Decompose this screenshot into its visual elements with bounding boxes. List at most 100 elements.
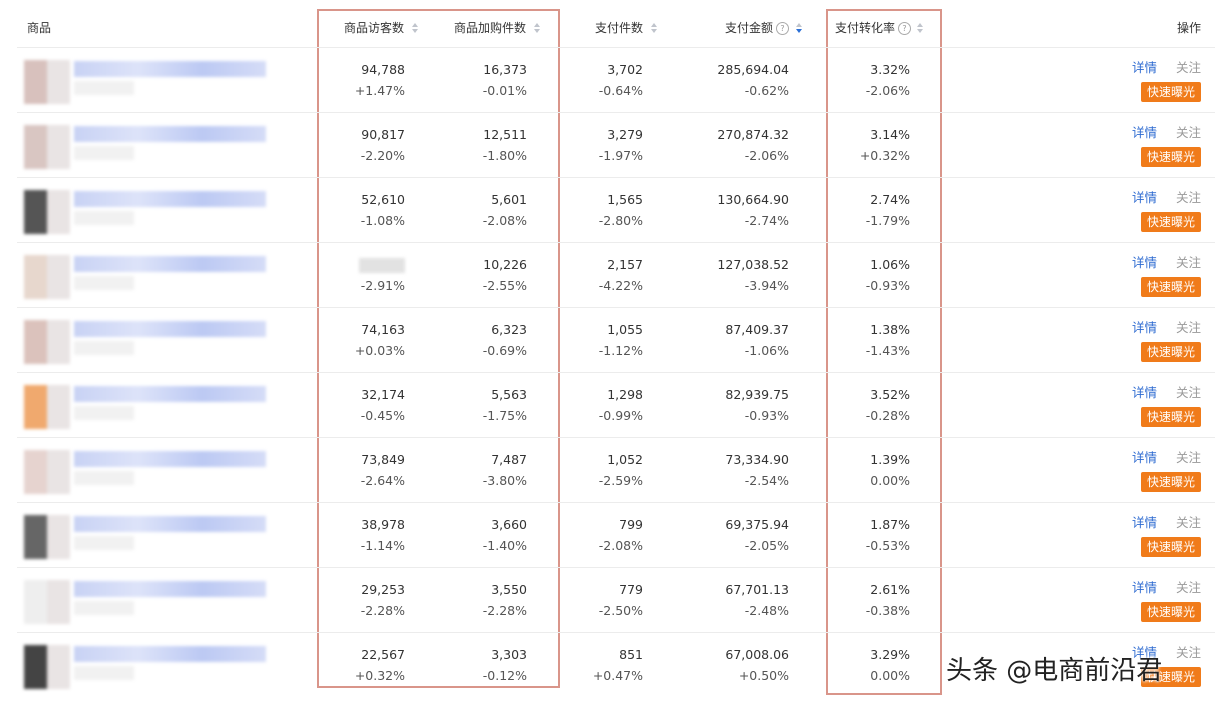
follow-link[interactable]: 关注 — [1176, 385, 1202, 400]
follow-link[interactable]: 关注 — [1176, 450, 1202, 465]
cell-change: -2.54% — [744, 473, 789, 488]
help-icon[interactable]: ? — [776, 22, 789, 35]
detail-link[interactable]: 详情 — [1132, 60, 1158, 75]
boost-button[interactable]: 快速曝光 — [1141, 82, 1201, 102]
cell-change: +0.32% — [859, 148, 910, 163]
boost-button[interactable]: 快速曝光 — [1141, 342, 1201, 362]
detail-link[interactable]: 详情 — [1132, 385, 1158, 400]
cell-value: 82,939.75 — [725, 387, 789, 402]
column-header[interactable]: 商品加购件数 — [453, 21, 526, 35]
detail-link[interactable]: 详情 — [1132, 125, 1158, 140]
detail-link[interactable]: 详情 — [1132, 580, 1158, 595]
follow-link[interactable]: 关注 — [1176, 60, 1202, 75]
column-header[interactable]: 支付金额 — [724, 21, 773, 35]
boost-button[interactable]: 快速曝光 — [1141, 667, 1201, 687]
product-subtitle — [74, 471, 134, 485]
cell-value: 1.06% — [870, 257, 910, 272]
cell-value: 3,303 — [491, 647, 527, 662]
follow-link[interactable]: 关注 — [1176, 190, 1202, 205]
cell-value: 74,163 — [361, 322, 405, 337]
column-header[interactable]: 支付件数 — [594, 21, 643, 35]
sort-icon[interactable] — [916, 21, 924, 35]
cell-value: 52,610 — [361, 192, 405, 207]
cell-value: 127,038.52 — [717, 257, 789, 272]
cell-value: 270,874.32 — [717, 127, 789, 142]
row-separator — [17, 242, 1215, 243]
cell-value: 94,788 — [361, 62, 405, 77]
product-name — [74, 581, 266, 597]
cell-change: +0.47% — [592, 668, 643, 683]
cell-value: 3.32% — [870, 62, 910, 77]
follow-link[interactable]: 关注 — [1176, 125, 1202, 140]
boost-button[interactable]: 快速曝光 — [1141, 212, 1201, 232]
product-subtitle — [74, 81, 134, 95]
cell-change: -2.06% — [865, 83, 910, 98]
cell-value: 779 — [619, 582, 643, 597]
follow-link[interactable]: 关注 — [1176, 255, 1202, 270]
cell-change: 0.00% — [870, 473, 910, 488]
cell-change: -2.48% — [744, 603, 789, 618]
detail-link[interactable]: 详情 — [1132, 515, 1158, 530]
sort-icon[interactable] — [533, 21, 541, 35]
follow-link[interactable]: 关注 — [1176, 515, 1202, 530]
detail-link[interactable]: 详情 — [1132, 645, 1158, 660]
cell-change: +0.50% — [738, 668, 789, 683]
boost-button[interactable]: 快速曝光 — [1141, 407, 1201, 427]
sort-icon[interactable] — [795, 21, 803, 35]
cell-value: 67,008.06 — [725, 647, 789, 662]
boost-button[interactable]: 快速曝光 — [1141, 472, 1201, 492]
row-separator — [17, 112, 1215, 113]
cell-change: -0.38% — [865, 603, 910, 618]
product-name — [74, 126, 266, 142]
cell-value: 2,157 — [607, 257, 643, 272]
boost-button[interactable]: 快速曝光 — [1141, 147, 1201, 167]
cell-value: 3,702 — [607, 62, 643, 77]
cell-value: 1.38% — [870, 322, 910, 337]
cell-value: 130,664.90 — [717, 192, 789, 207]
detail-link[interactable]: 详情 — [1132, 255, 1158, 270]
cell-change: -2.91% — [360, 278, 405, 293]
cell-change: -2.64% — [360, 473, 405, 488]
cell-change: -0.28% — [865, 408, 910, 423]
product-image — [24, 385, 70, 429]
boost-button[interactable]: 快速曝光 — [1141, 602, 1201, 622]
detail-link[interactable]: 详情 — [1132, 190, 1158, 205]
cell-value: 3,279 — [607, 127, 643, 142]
follow-link[interactable]: 关注 — [1176, 320, 1202, 335]
cell-value: 32,174 — [361, 387, 405, 402]
sort-icon[interactable] — [650, 21, 658, 35]
column-header[interactable]: 支付转化率 — [834, 21, 895, 35]
cell-change: -0.93% — [865, 278, 910, 293]
product-subtitle — [74, 536, 134, 550]
follow-link[interactable]: 关注 — [1176, 645, 1202, 660]
cell-change: -0.45% — [360, 408, 405, 423]
cell-change: -2.28% — [482, 603, 527, 618]
detail-link[interactable]: 详情 — [1132, 320, 1158, 335]
cell-change: -1.79% — [865, 213, 910, 228]
follow-link[interactable]: 关注 — [1176, 580, 1202, 595]
product-image — [24, 320, 70, 364]
cell-value: 1,052 — [607, 452, 643, 467]
product-image — [24, 450, 70, 494]
product-subtitle — [74, 666, 134, 680]
cell-value: 285,694.04 — [717, 62, 789, 77]
help-icon[interactable]: ? — [898, 22, 911, 35]
column-header[interactable]: 商品访客数 — [343, 21, 404, 35]
cell-change: -1.40% — [482, 538, 527, 553]
boost-button[interactable]: 快速曝光 — [1141, 277, 1201, 297]
detail-link[interactable]: 详情 — [1132, 450, 1158, 465]
product-image — [24, 580, 70, 624]
row-separator — [17, 502, 1215, 503]
cell-value: 1.39% — [870, 452, 910, 467]
cell-change: -1.08% — [360, 213, 405, 228]
cell-change: -2.74% — [744, 213, 789, 228]
cell-value: 29,253 — [361, 582, 405, 597]
cell-change: -0.01% — [482, 83, 527, 98]
row-separator — [17, 567, 1215, 568]
sort-icon[interactable] — [411, 21, 419, 35]
cell-change: -2.59% — [598, 473, 643, 488]
highlight-box — [317, 9, 560, 688]
product-image — [24, 190, 70, 234]
boost-button[interactable]: 快速曝光 — [1141, 537, 1201, 557]
